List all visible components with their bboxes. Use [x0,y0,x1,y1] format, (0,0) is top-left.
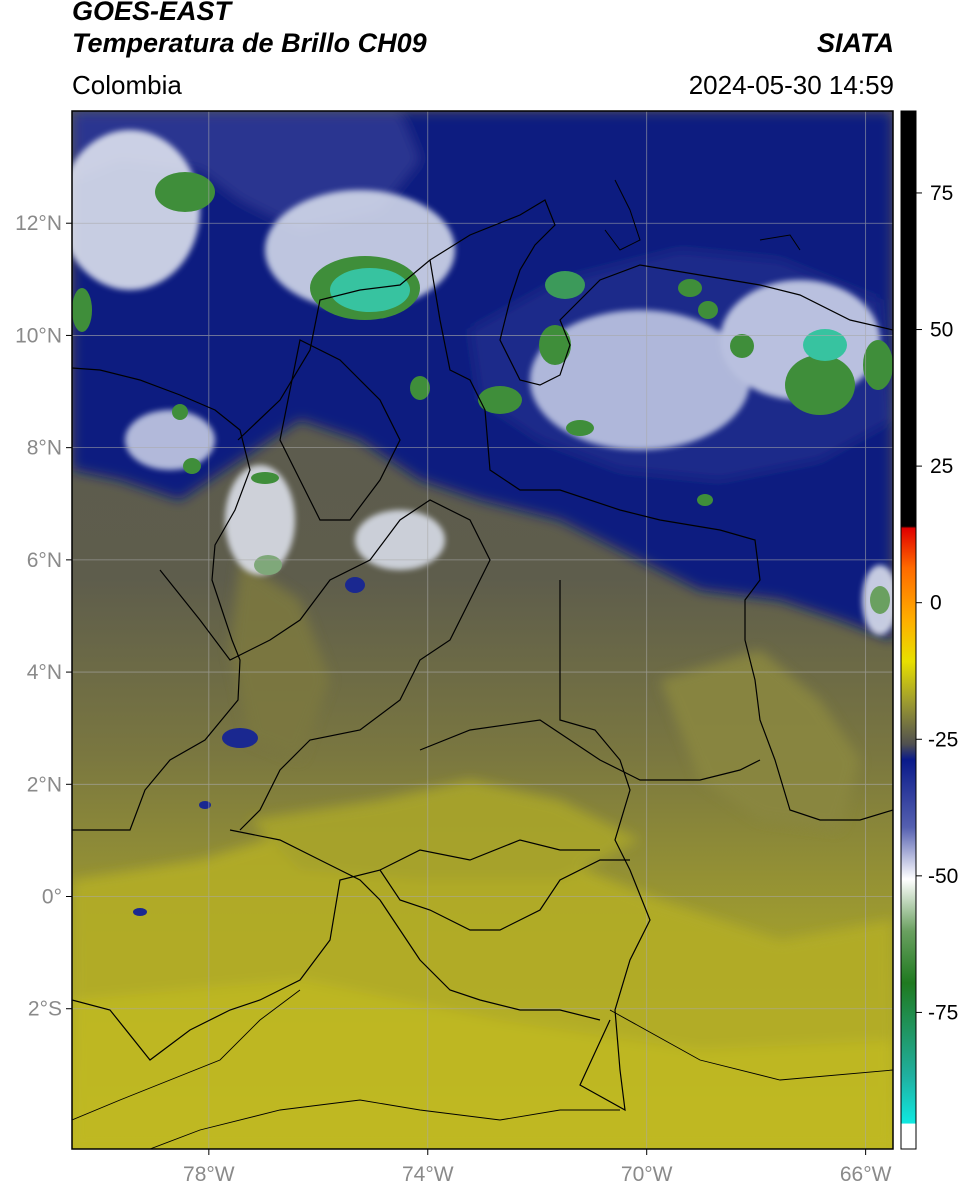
colorbar-tick-label: 50 [930,319,953,342]
lat-tick-label: 0° [42,886,62,909]
colorbar-tick-label: -75 [928,1001,958,1024]
satellite-imagery [72,111,893,1149]
colorbar-tick-label: 25 [930,455,953,478]
lon-tick-label: 78°W [183,1163,235,1186]
lon-tick-label: 66°W [840,1163,892,1186]
satellite-title: GOES-EAST [72,0,232,26]
product-title: Temperatura de Brillo CH09 [72,28,427,58]
lat-tick-label: 10°N [15,324,62,347]
longitude-axis: 78°W 74°W 70°W 66°W [183,1149,892,1186]
lat-tick-label: 2°N [27,773,62,796]
source-label: SIATA [817,28,894,58]
datetime-label: 2024-05-30 14:59 [688,70,894,100]
colorbar: 75 50 25 0 -25 -50 -75 [900,110,958,1150]
colorbar-tick-label: 75 [930,182,953,205]
latitude-axis: 12°N 10°N 8°N 6°N 4°N 2°N 0° 2°S [15,212,72,1021]
colorbar-tick-label: 0 [930,592,942,615]
colorbar-tick-label: -25 [928,728,958,751]
lon-tick-label: 70°W [621,1163,673,1186]
lat-tick-label: 2°S [28,998,62,1021]
colorbar-ticks: 75 50 25 0 -25 -50 -75 [916,182,958,1024]
lat-tick-label: 4°N [27,661,62,684]
region-label: Colombia [72,70,182,100]
lat-tick-label: 12°N [15,212,62,235]
colorbar-tick-label: -50 [928,865,958,888]
lon-tick-label: 74°W [402,1163,454,1186]
plot-frame [71,110,894,1150]
borders [72,179,893,1149]
lat-tick-label: 6°N [27,549,62,572]
graticule [72,111,893,1149]
colorbar-ramp [900,110,917,1150]
lat-tick-label: 8°N [27,437,62,460]
